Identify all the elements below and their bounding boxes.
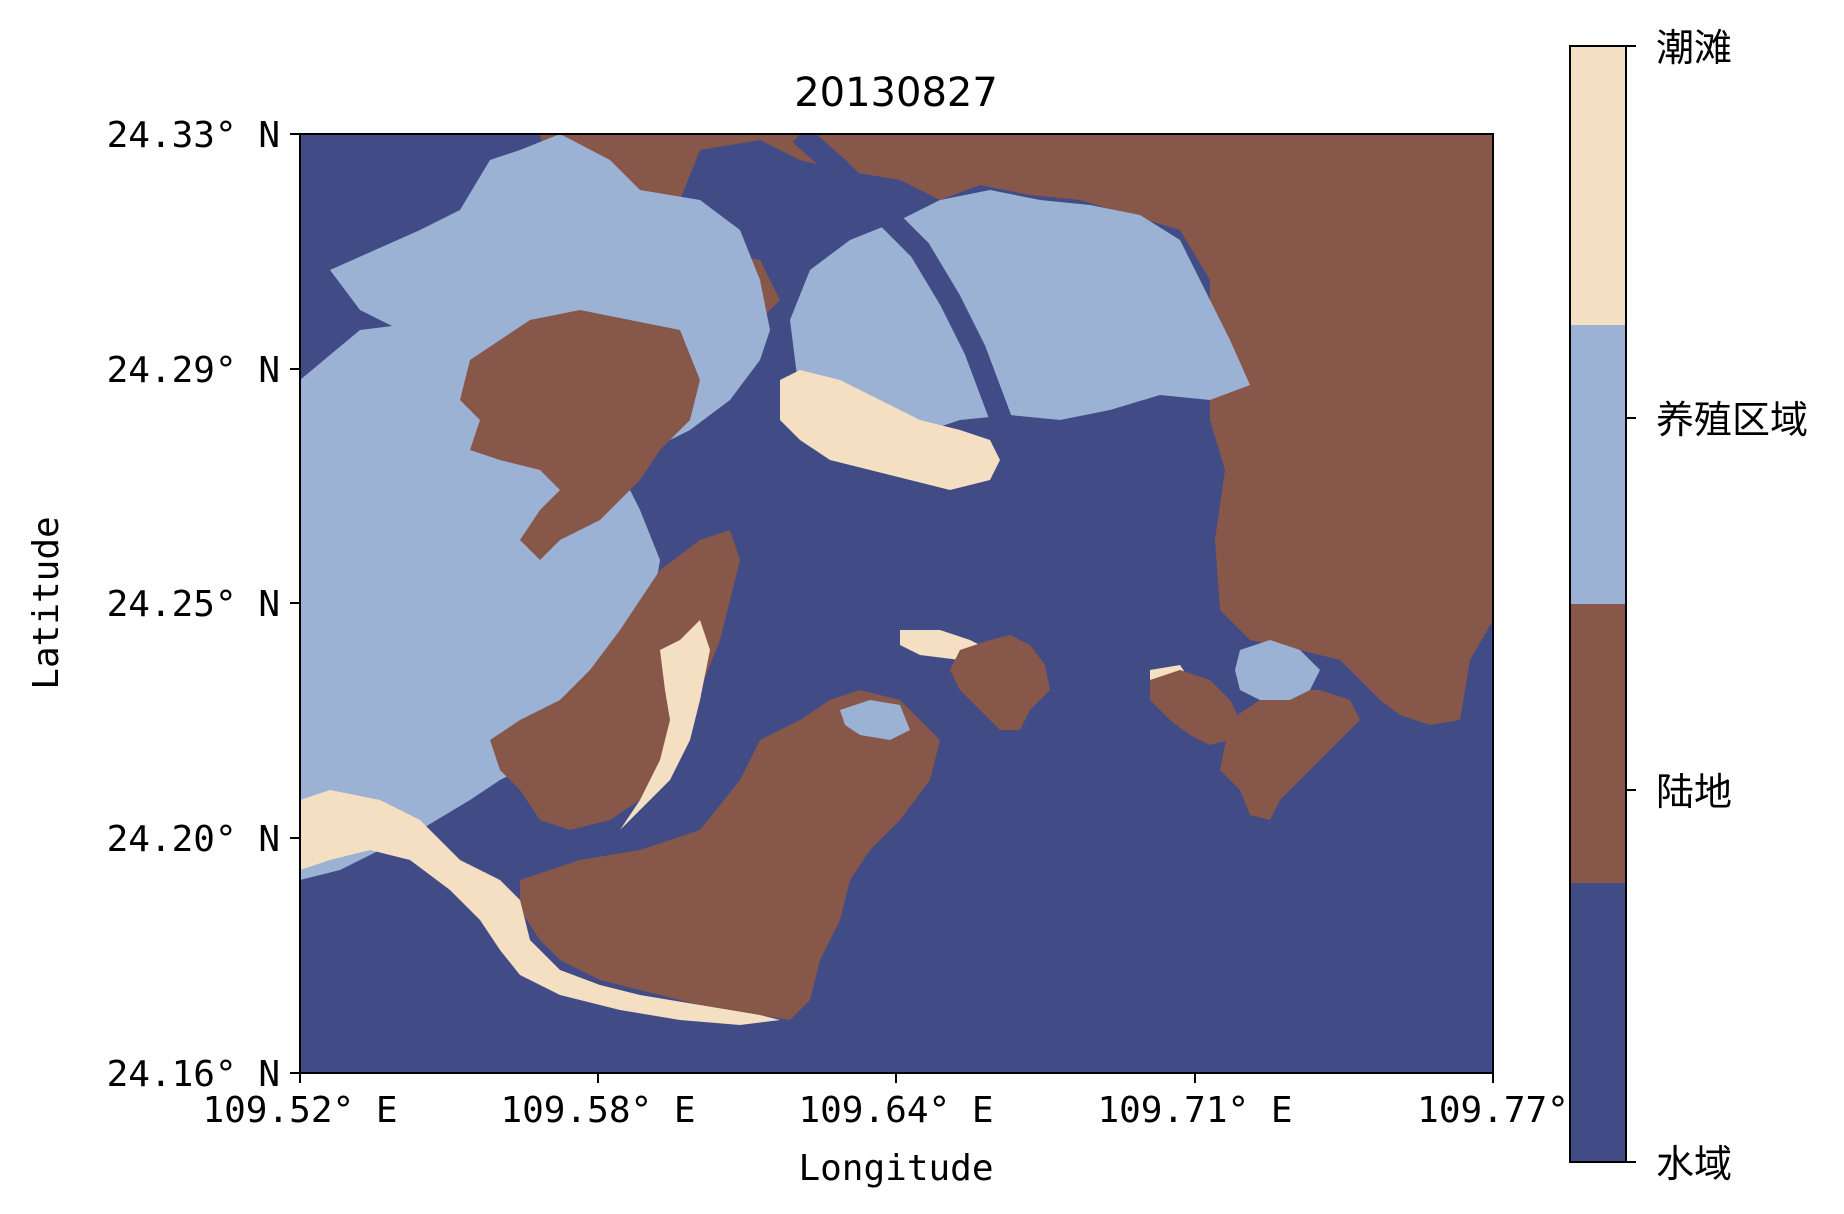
- tidal-flat-southwest: [300, 790, 780, 1025]
- aquaculture-region-northeast: [790, 190, 1250, 440]
- aquaculture-patch-east: [1235, 640, 1320, 700]
- river-channel: [792, 134, 1016, 434]
- x-tick-label: 109.58° E: [500, 1090, 695, 1131]
- legend-label-land: 陆地: [1656, 770, 1732, 814]
- y-tick-label: 24.33° N: [107, 115, 280, 156]
- tidal-flat-north-central: [780, 370, 1000, 490]
- y-tick-label: 24.16° N: [107, 1054, 280, 1095]
- legend-swatch-land: [1570, 604, 1626, 883]
- land-region-south: [520, 690, 940, 1020]
- land-region-east-peninsula: [1220, 690, 1360, 820]
- legend-label-aquaculture: 养殖区域: [1656, 398, 1808, 442]
- x-tick-label: 109.77°: [1417, 1090, 1569, 1131]
- map-plot: [300, 134, 1493, 1073]
- land-region-east-island: [1150, 670, 1240, 745]
- aquaculture-patch-center: [840, 700, 910, 740]
- legend-label-tidal-flat: 潮滩: [1656, 26, 1732, 70]
- legend-swatch-tidal-flat: [1570, 46, 1626, 325]
- x-axis: 109.52° E 109.58° E 109.64° E 109.71° E …: [202, 1073, 1569, 1189]
- legend-colorbar: 潮滩 养殖区域 陆地 水域: [1569, 26, 1808, 1186]
- map-title: 20130827: [794, 70, 998, 116]
- x-tick-label: 109.52° E: [202, 1090, 397, 1131]
- land-region-west-interior: [460, 310, 700, 560]
- legend-swatch-water: [1570, 883, 1626, 1162]
- land-region-central: [490, 530, 740, 830]
- legend-frame: [1569, 45, 1627, 1163]
- legend-label-water: 水域: [1656, 1142, 1732, 1186]
- y-tick-label: 24.20° N: [107, 819, 280, 860]
- y-tick-label: 24.29° N: [107, 350, 280, 391]
- y-axis-title: Latitude: [26, 516, 67, 689]
- land-region-northeast: [540, 134, 1493, 725]
- tidal-flat-central: [620, 620, 710, 830]
- land-region-bay-island: [950, 635, 1050, 730]
- x-tick-label: 109.71° E: [1097, 1090, 1292, 1131]
- y-axis: 24.33° N 24.29° N 24.25° N 24.20° N 24.1…: [26, 115, 300, 1095]
- legend-swatch-aquaculture: [1570, 325, 1626, 604]
- x-axis-title: Longitude: [798, 1148, 993, 1189]
- x-tick-label: 109.64° E: [798, 1090, 993, 1131]
- y-tick-label: 24.25° N: [107, 584, 280, 625]
